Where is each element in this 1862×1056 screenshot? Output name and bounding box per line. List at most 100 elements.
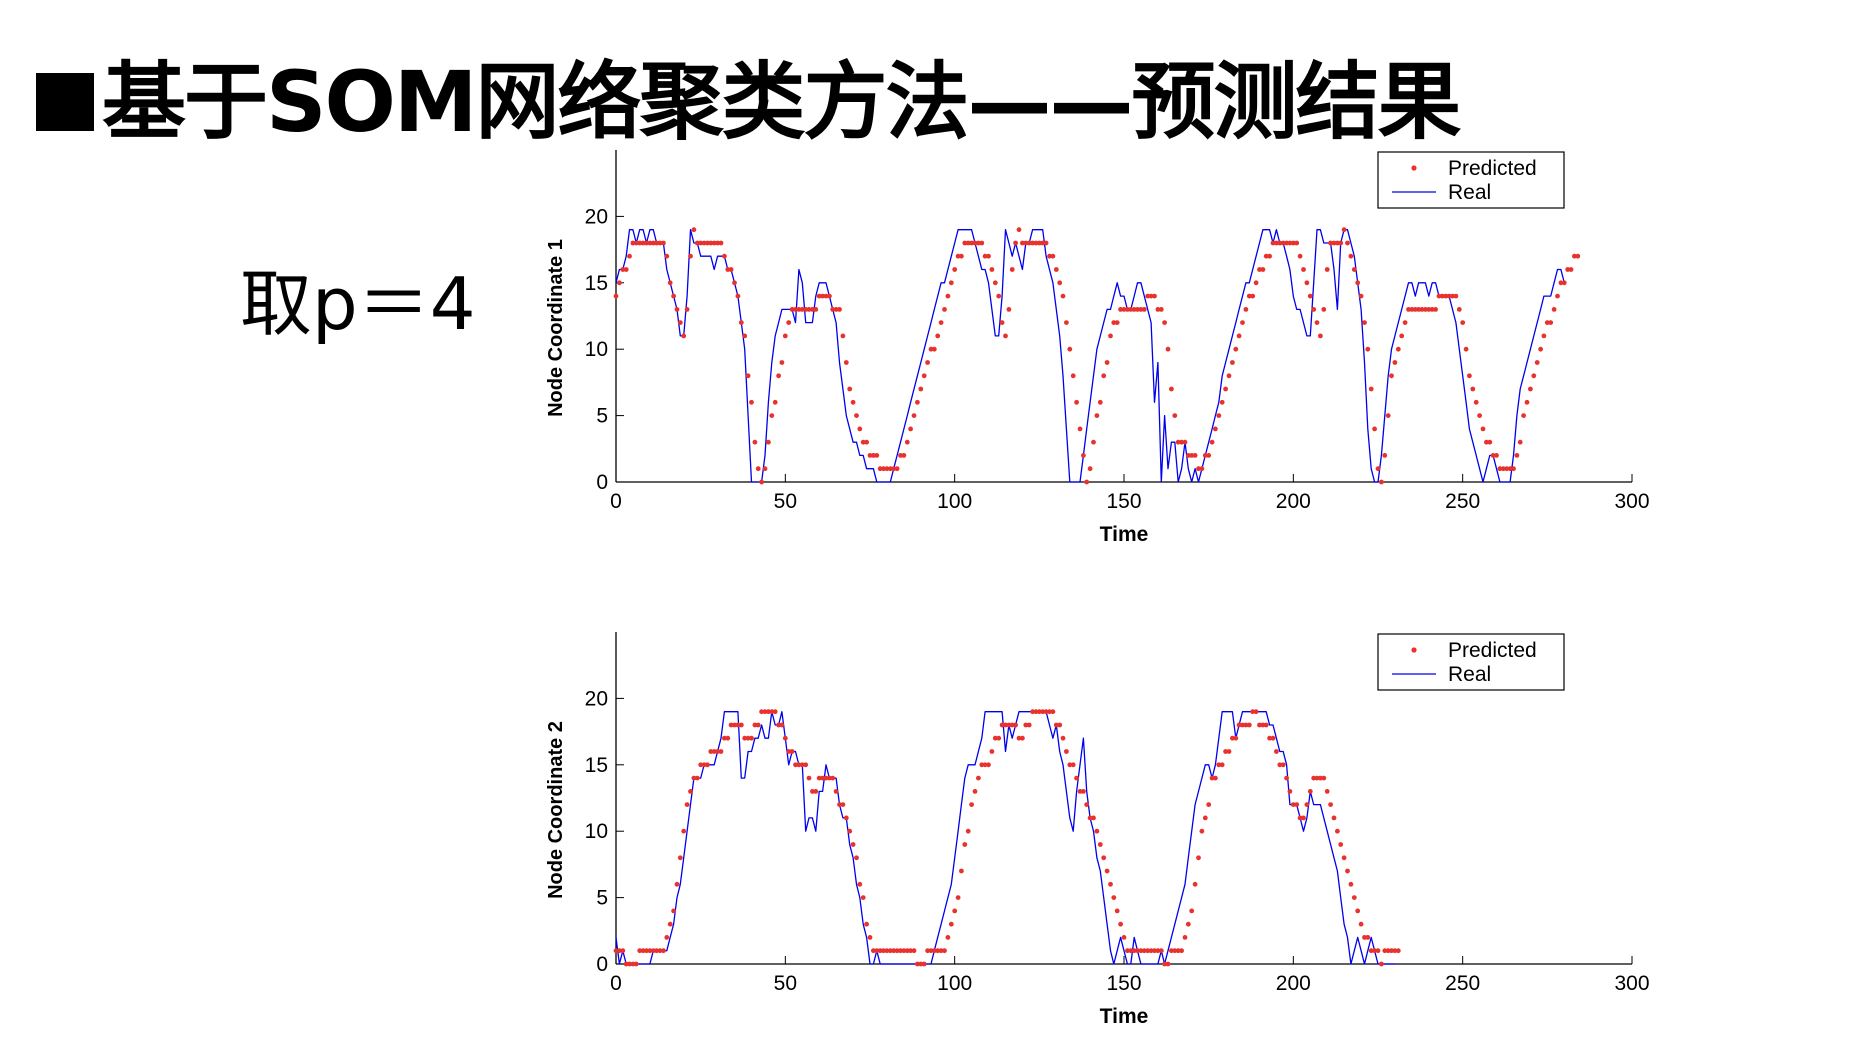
predicted-point <box>1541 333 1547 339</box>
predicted-point <box>857 426 863 432</box>
predicted-point <box>1355 280 1361 286</box>
predicted-point <box>1575 253 1581 259</box>
predicted-point <box>1500 466 1506 472</box>
predicted-point <box>1572 253 1577 259</box>
predicted-point <box>1446 293 1452 299</box>
predicted-point <box>1328 240 1333 246</box>
predicted-point <box>1280 240 1286 246</box>
predicted-point <box>701 762 707 768</box>
predicted-point <box>1101 855 1107 861</box>
legend-real-label: Real <box>1448 663 1491 686</box>
predicted-point <box>1402 320 1408 325</box>
predicted-point <box>1321 307 1327 312</box>
predicted-point <box>1504 466 1510 472</box>
predicted-point <box>1389 373 1394 379</box>
predicted-point <box>1179 948 1184 954</box>
predicted-point <box>613 293 619 299</box>
predicted-point <box>955 253 961 259</box>
predicted-point <box>820 775 825 781</box>
predicted-point <box>1108 333 1113 339</box>
predicted-point <box>735 293 741 299</box>
predicted-point <box>901 453 907 458</box>
predicted-point <box>1087 466 1093 472</box>
predicted-point <box>681 828 687 834</box>
predicted-point <box>742 735 748 741</box>
predicted-point <box>965 240 971 246</box>
predicted-point <box>1094 828 1100 834</box>
predicted-point <box>1365 935 1371 940</box>
predicted-point <box>999 320 1005 325</box>
predicted-point <box>1345 240 1350 246</box>
y-axis-label: Node Coordinate 2 <box>545 721 567 899</box>
predicted-point <box>843 815 849 821</box>
predicted-point <box>1385 413 1391 418</box>
predicted-point <box>992 735 998 741</box>
predicted-point <box>1314 320 1320 325</box>
predicted-point <box>887 466 893 472</box>
predicted-point <box>1189 453 1195 458</box>
predicted-point <box>1047 253 1052 259</box>
predicted-point <box>1524 399 1530 405</box>
predicted-point <box>1358 293 1364 299</box>
predicted-point <box>1118 307 1123 312</box>
predicted-point <box>813 307 819 312</box>
predicted-point <box>1108 881 1113 887</box>
predicted-point <box>1060 735 1066 741</box>
node-coordinate-1-chart: 0 50 100 150 200 250 300 0 5 10 15 20 Time Node Coord… <box>520 150 1700 570</box>
predicted-point <box>1148 293 1154 299</box>
legend-box <box>1377 633 1565 691</box>
predicted-point <box>982 762 988 768</box>
predicted-point <box>637 240 643 246</box>
predicted-point <box>881 948 886 954</box>
predicted-point <box>1053 722 1059 728</box>
predicted-point <box>688 253 693 259</box>
y-axis-label: Node Coordinate 1 <box>545 239 567 417</box>
predicted-point <box>711 749 717 754</box>
predicted-point <box>1006 722 1012 728</box>
predicted-point <box>1260 267 1266 272</box>
predicted-point <box>1155 948 1161 954</box>
predicted-point <box>884 466 890 472</box>
predicted-point <box>1043 240 1049 246</box>
predicted-point <box>955 895 961 900</box>
predicted-point <box>1141 948 1147 954</box>
predicted-point <box>694 775 700 781</box>
predicted-point <box>1439 293 1445 299</box>
predicted-point <box>1297 253 1303 259</box>
predicted-point <box>827 293 832 299</box>
predicted-point <box>654 948 659 954</box>
predicted-point <box>1250 709 1256 715</box>
predicted-point <box>952 908 958 914</box>
predicted-point <box>711 240 717 246</box>
x-tick-label: 300 <box>1614 490 1649 513</box>
predicted-point <box>1219 399 1225 405</box>
predicted-point <box>1020 735 1025 741</box>
predicted-point <box>691 775 697 781</box>
predicted-point <box>1246 293 1252 299</box>
predicted-point <box>1033 240 1039 246</box>
predicted-point <box>671 293 676 299</box>
predicted-point <box>1111 895 1117 900</box>
predicted-point <box>830 775 836 781</box>
predicted-point <box>1497 466 1503 472</box>
predicted-point <box>1348 253 1354 259</box>
predicted-point <box>996 293 1002 299</box>
predicted-point <box>884 948 890 954</box>
predicted-point <box>627 961 632 967</box>
predicted-point <box>810 307 815 312</box>
predicted-point <box>854 855 859 861</box>
predicted-point <box>776 373 781 379</box>
predicted-point <box>623 267 629 272</box>
predicted-point <box>901 948 907 954</box>
predicted-point <box>772 399 778 405</box>
predicted-point <box>942 307 947 312</box>
predicted-point <box>722 735 727 741</box>
predicted-point <box>891 466 897 472</box>
predicted-point <box>931 346 937 352</box>
predicted-point <box>1365 346 1371 352</box>
predicted-point <box>911 948 917 954</box>
predicted-point <box>860 439 866 445</box>
predicted-point <box>1030 240 1035 246</box>
predicted-point <box>962 240 968 246</box>
predicted-point <box>1152 293 1157 299</box>
